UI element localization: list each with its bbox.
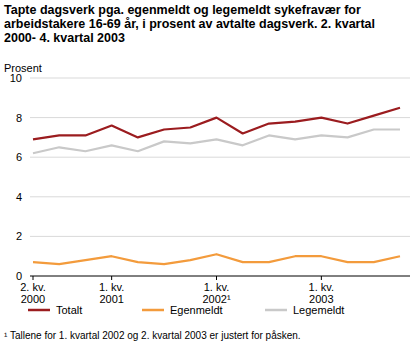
y-tick-label: 8	[16, 112, 22, 124]
y-tick-label: 6	[16, 151, 22, 163]
series-line	[33, 129, 400, 153]
x-tick	[33, 276, 34, 280]
x-tick-label: 1. kv.2001	[99, 281, 124, 305]
plot-area	[33, 108, 400, 264]
legend-label: Totalt	[56, 304, 82, 316]
legend-swatch	[28, 309, 50, 312]
grid-line	[30, 196, 410, 197]
footnote: ¹ Tallene for 1. kvartal 2002 og 2. kvar…	[4, 330, 301, 341]
x-tick	[321, 276, 322, 280]
series-line	[33, 254, 400, 264]
title: Tapte dagsverk pga. egenmeldt og legemel…	[4, 3, 409, 45]
y-tick-label: 10	[10, 72, 22, 84]
y-tick-label: 4	[16, 191, 22, 203]
x-axis	[30, 276, 410, 277]
x-tick-label: 1. kv.2002¹	[202, 281, 230, 305]
x-tick	[216, 276, 217, 280]
grid-line	[30, 157, 410, 158]
grid-line	[30, 78, 410, 79]
legend-label: Egenmeldt	[170, 304, 223, 316]
x-tick-label: 2. kv.2000	[20, 281, 45, 305]
legend-swatch	[142, 309, 164, 312]
chart: Prosent02468102. kv.20001. kv.20011. kv.…	[0, 0, 418, 346]
x-tick	[111, 276, 112, 280]
grid-line	[30, 236, 410, 237]
legend-swatch	[265, 309, 287, 312]
y-tick-label: 2	[16, 230, 22, 242]
x-tick-label: 1. kv.2003	[309, 281, 334, 305]
series-line	[33, 108, 400, 140]
grid-line	[30, 117, 410, 118]
legend-label: Legemeldt	[293, 304, 344, 316]
